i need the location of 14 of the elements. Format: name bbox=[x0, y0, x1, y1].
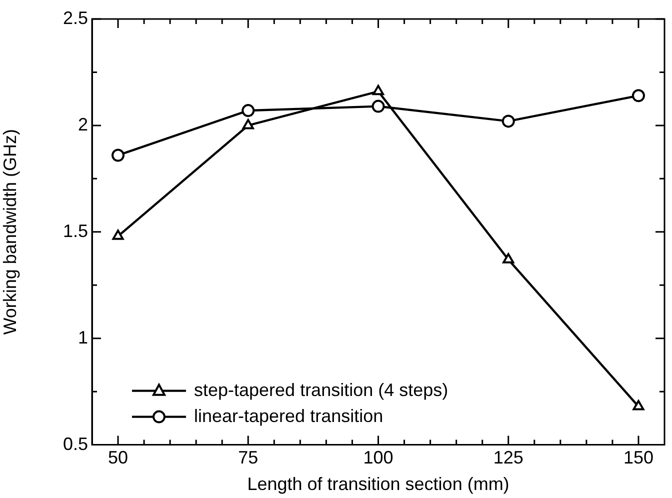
y-tick-label: 2.5 bbox=[62, 8, 88, 28]
y-tick-label: 1.5 bbox=[62, 220, 88, 241]
x-axis-title: Length of transition section (mm) bbox=[247, 474, 510, 494]
y-tick-label: 2 bbox=[78, 114, 88, 134]
y-axis-title: Working bandwidth (GHz) bbox=[0, 129, 20, 335]
legend-label: linear-tapered transition bbox=[194, 406, 384, 426]
y-tick-label: 0.5 bbox=[62, 434, 88, 454]
x-tick-label: 125 bbox=[493, 448, 524, 468]
legend-label: step-tapered transition (4 steps) bbox=[194, 380, 448, 400]
x-tick-label: 75 bbox=[238, 448, 258, 468]
x-tick-label: 100 bbox=[363, 448, 394, 468]
y-tick-label: 1 bbox=[78, 327, 88, 348]
x-tick-label: 50 bbox=[108, 448, 128, 468]
x-tick-label: 150 bbox=[623, 448, 654, 468]
